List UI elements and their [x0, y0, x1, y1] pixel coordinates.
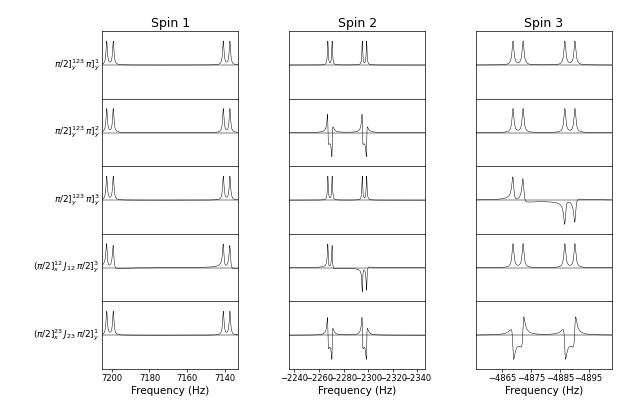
X-axis label: Frequency (Hz): Frequency (Hz)	[131, 386, 209, 396]
Y-axis label: $\pi/2]_y^{123}\, \pi]_y^3$: $\pi/2]_y^{123}\, \pi]_y^3$	[53, 192, 100, 208]
X-axis label: Frequency (Hz): Frequency (Hz)	[318, 386, 396, 396]
Y-axis label: $\pi/2]_y^{123}\, \pi]_y^1$: $\pi/2]_y^{123}\, \pi]_y^1$	[53, 57, 100, 73]
Title: Spin 2: Spin 2	[337, 17, 377, 30]
Title: Spin 3: Spin 3	[524, 17, 563, 30]
Y-axis label: $\pi/2]_y^{123}\, \pi]_y^2$: $\pi/2]_y^{123}\, \pi]_y^2$	[53, 125, 100, 141]
Title: Spin 1: Spin 1	[151, 17, 190, 30]
X-axis label: Frequency (Hz): Frequency (Hz)	[505, 386, 583, 396]
Y-axis label: $(\pi/2]_x^{23}\, J_{23}\, \pi/2]_y^1$: $(\pi/2]_x^{23}\, J_{23}\, \pi/2]_y^1$	[34, 327, 100, 343]
Y-axis label: $(\pi/2]_x^{12}\, J_{12}\, \pi/2]_y^3$: $(\pi/2]_x^{12}\, J_{12}\, \pi/2]_y^3$	[34, 260, 100, 276]
